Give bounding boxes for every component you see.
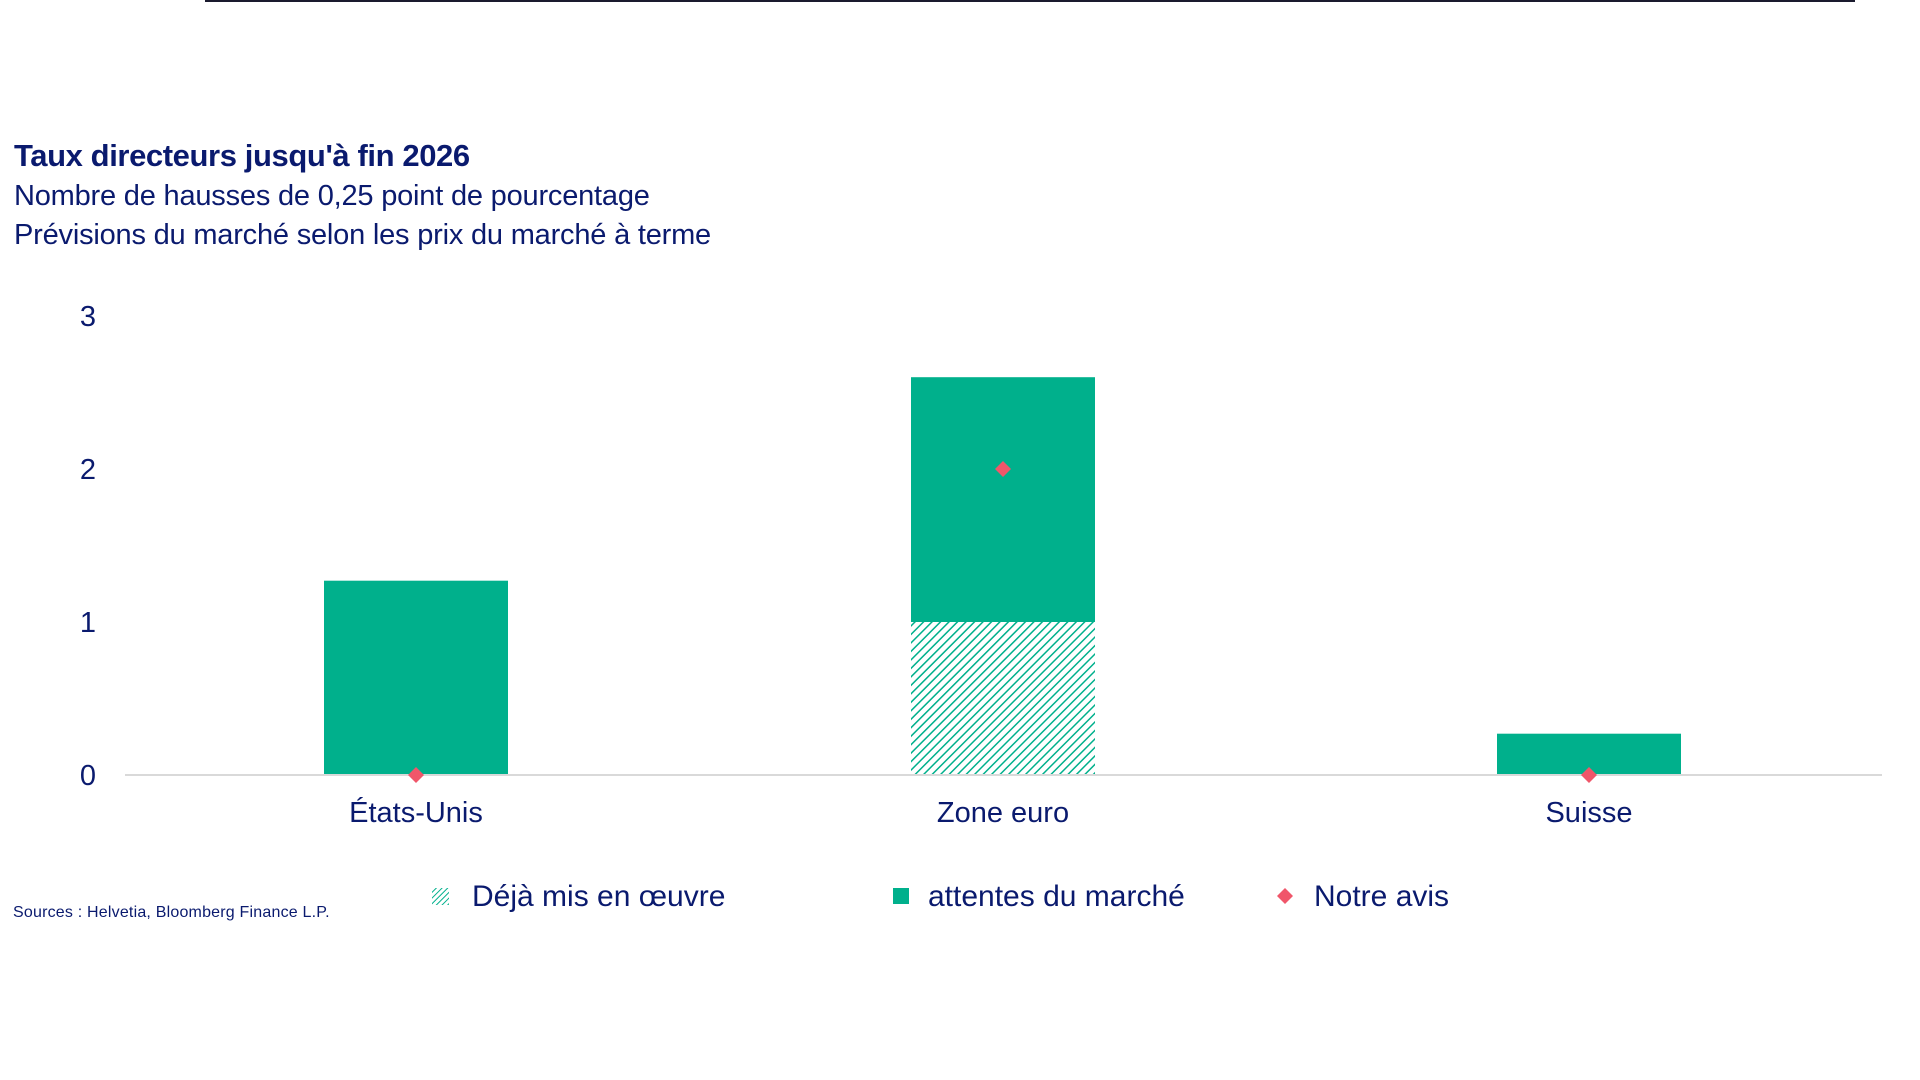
legend-label-market-expectations: attentes du marché (928, 880, 1185, 913)
chart-title: Taux directeurs jusqu'à fin 2026 (14, 138, 470, 173)
y-axis: 0 1 2 3 (80, 301, 96, 792)
legend-swatch-hatched (432, 888, 449, 905)
bar-already-implemented (911, 622, 1095, 775)
bar-market-expectations (911, 377, 1095, 622)
legend-swatch-diamond (1277, 888, 1293, 904)
chart-subtitle-1: Nombre de hausses de 0,25 point de pourc… (14, 180, 650, 212)
x-tick-label: Zone euro (937, 797, 1069, 829)
x-tick-label: Suisse (1545, 797, 1632, 829)
x-tick-label: États-Unis (349, 796, 483, 829)
opinion-marker (995, 461, 1011, 477)
y-tick-label: 3 (80, 301, 96, 333)
markers (408, 461, 1597, 783)
legend-swatch-solid (893, 888, 909, 904)
legend-label-already-implemented: Déjà mis en œuvre (472, 880, 725, 913)
chart-subtitle-2: Prévisions du marché selon les prix du m… (14, 219, 711, 251)
legend: Déjà mis en œuvre attentes du marché Notre… (432, 880, 1449, 913)
y-tick-label: 2 (80, 454, 96, 486)
top-rule (205, 0, 1855, 2)
source-note: Sources : Helvetia, Bloomberg Finance L.… (13, 904, 330, 921)
opinion-marker (1581, 767, 1597, 783)
y-tick-label: 1 (80, 607, 96, 639)
x-axis: États-Unis Zone euro Suisse (349, 796, 1632, 829)
title-block: Taux directeurs jusqu'à fin 2026 Nombre … (14, 138, 711, 258)
bars (324, 377, 1681, 775)
bar-market-expectations (324, 580, 508, 775)
opinion-marker (408, 767, 424, 783)
y-tick-label: 0 (80, 760, 96, 792)
legend-label-opinion: Notre avis (1314, 880, 1449, 913)
